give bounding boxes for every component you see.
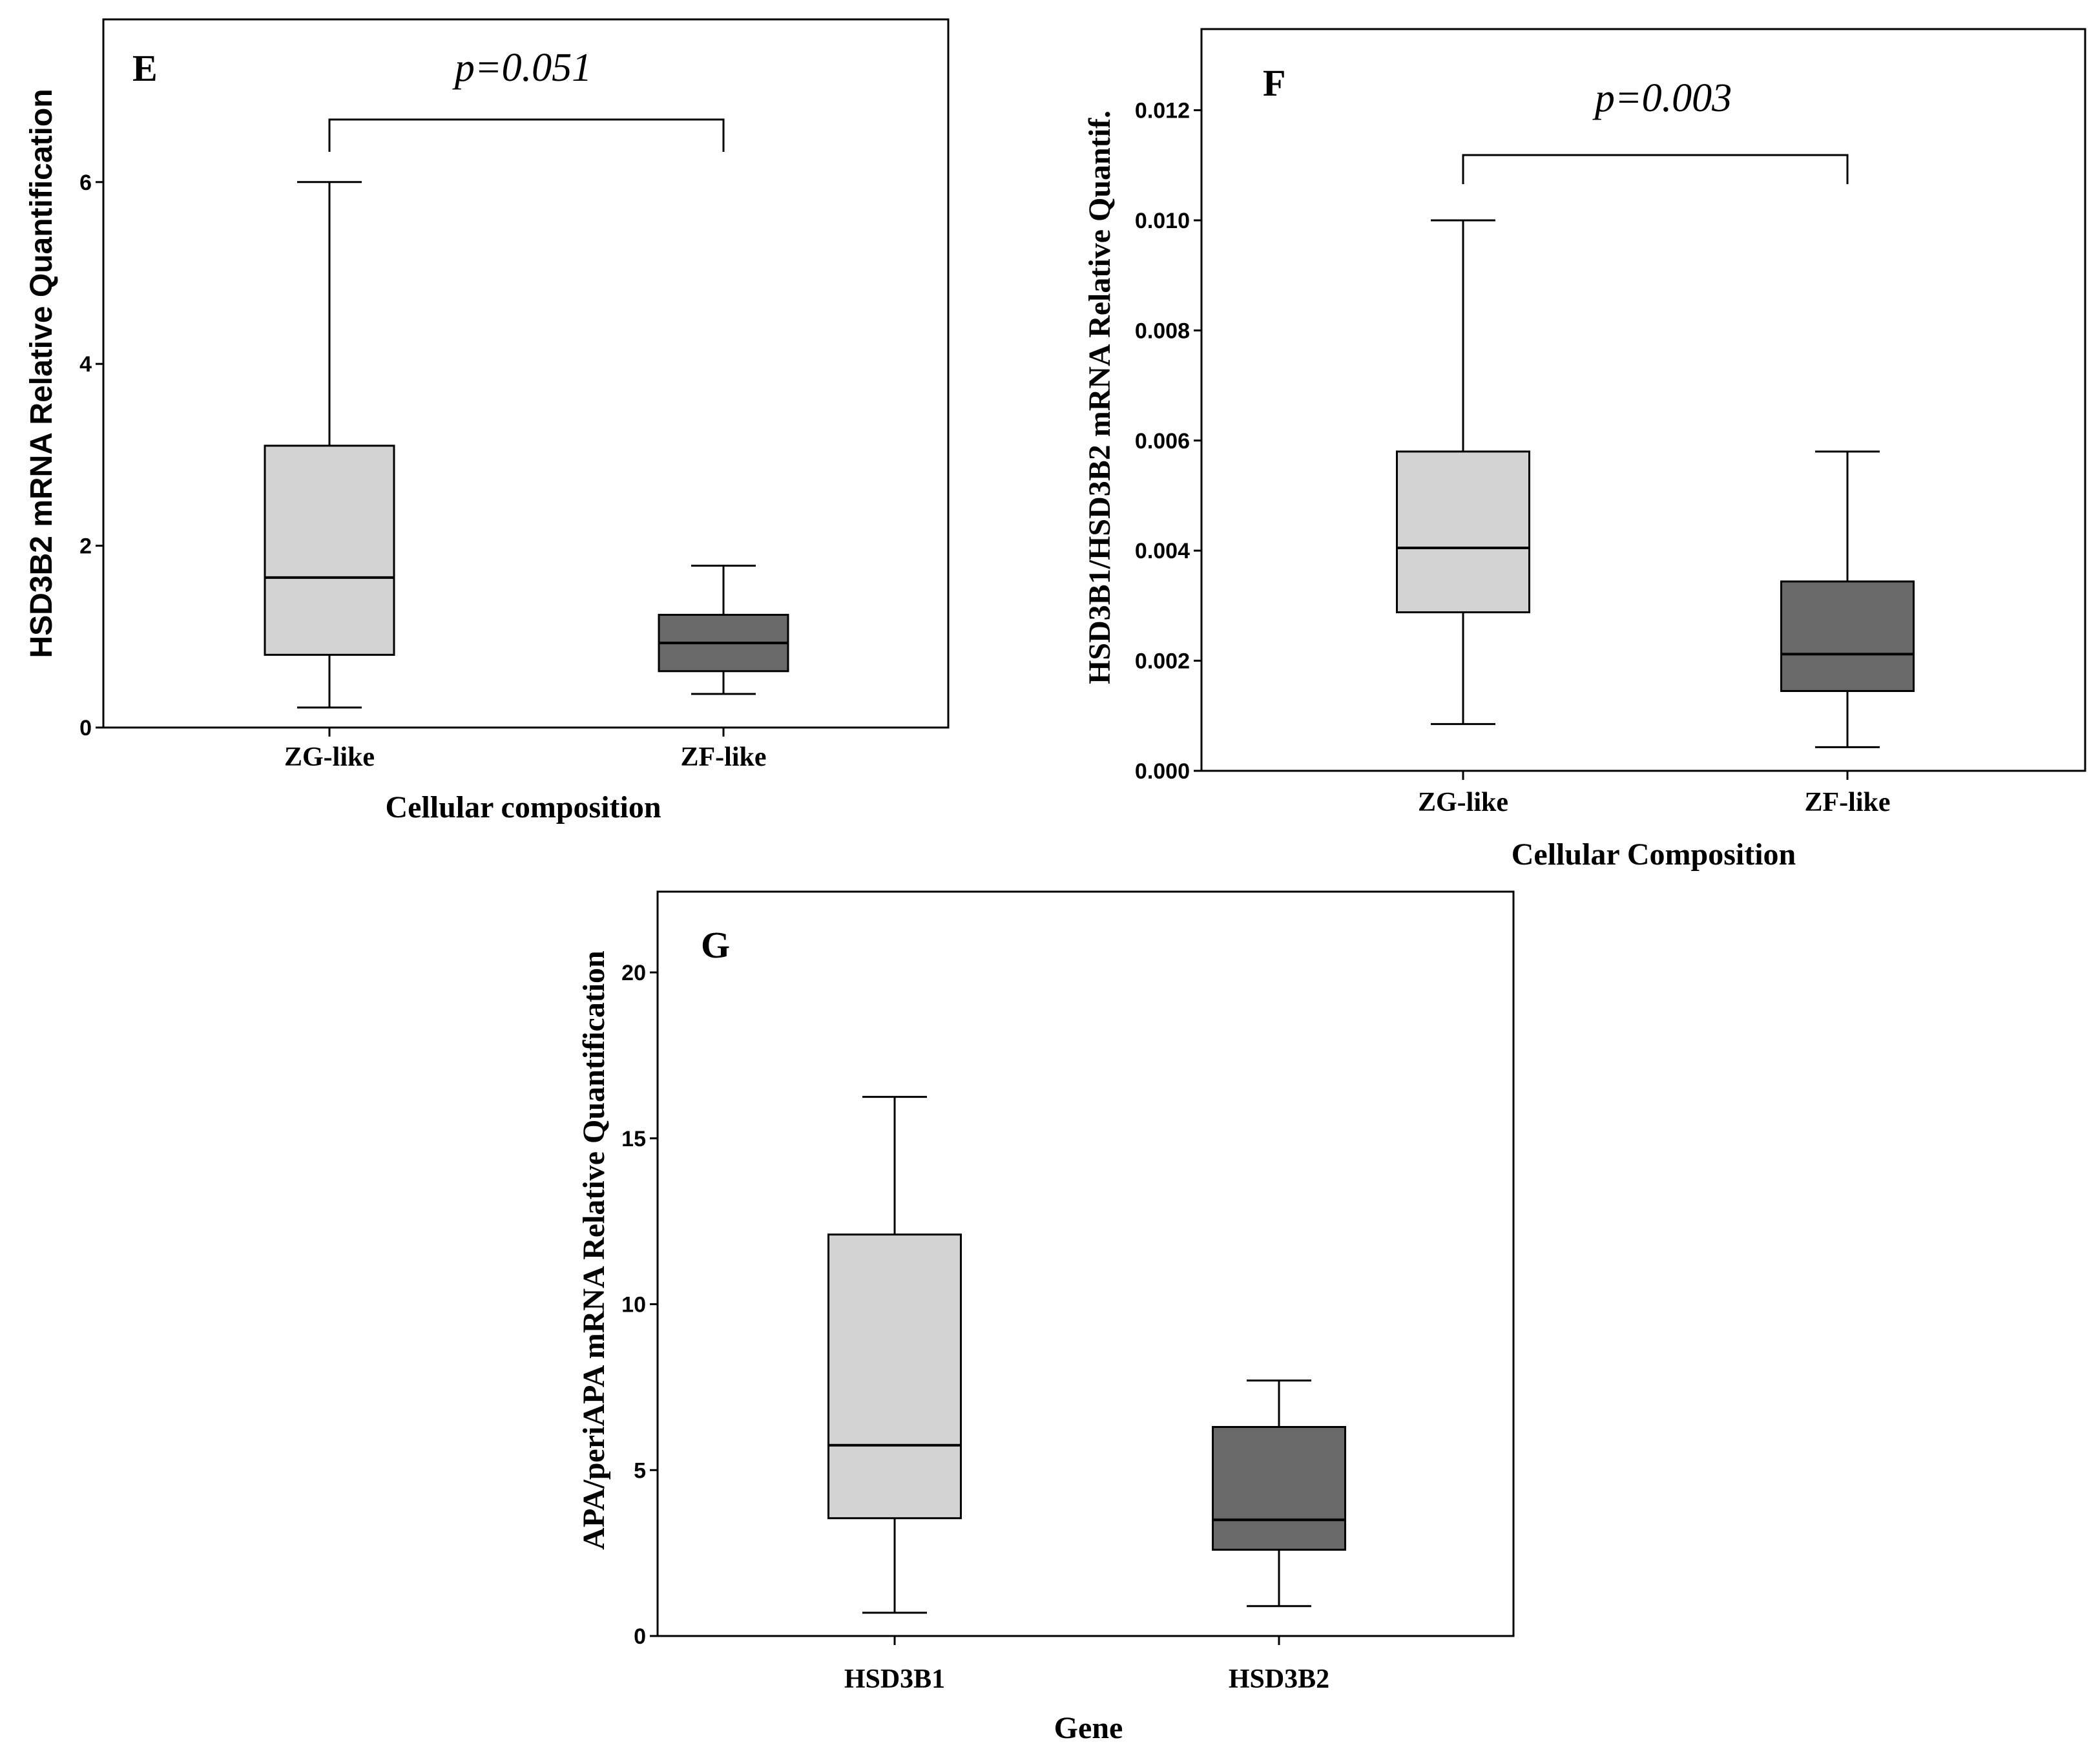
significance-annotation: p=0.051 — [328, 46, 725, 152]
x-tick-label: HSD3B1 — [844, 1664, 945, 1694]
iqr-box — [264, 445, 395, 656]
boxes — [264, 181, 789, 709]
plot-frame — [656, 890, 1515, 1637]
p-value-label: p=0.003 — [1592, 76, 1732, 120]
panel-letter: G — [701, 924, 730, 966]
y-tick-label: 0.008 — [1135, 319, 1190, 343]
y-axis: 0 5 10 15 20 — [621, 961, 658, 1649]
box-zf-like — [1780, 450, 1915, 748]
x-tick-label: ZG-like — [284, 742, 375, 772]
box-zf-like — [658, 565, 789, 695]
panel-letter: F — [1263, 62, 1285, 104]
iqr-box — [1212, 1425, 1346, 1551]
x-axis-title: Cellular Composition — [1512, 837, 1796, 872]
y-tick-label: 15 — [621, 1127, 646, 1151]
y-axis-title: HSD3B2 mRNA Relative Quantification — [25, 89, 59, 658]
y-tick-label: 0.004 — [1135, 539, 1190, 563]
y-tick-label: 0.006 — [1135, 429, 1190, 454]
boxes — [827, 1096, 1346, 1614]
y-tick-label: 5 — [634, 1458, 646, 1483]
p-value-label: p=0.051 — [452, 46, 592, 90]
iqr-box — [1780, 580, 1915, 692]
y-axis-title: HSD3B1/HSD3B2 mRNA Relative Quantif. — [1083, 110, 1117, 684]
x-axis: ZG-like ZF-like — [1418, 771, 1891, 817]
y-axis: 0 2 4 6 — [79, 171, 103, 740]
x-axis-title: Gene — [1054, 1711, 1123, 1745]
iqr-box — [827, 1233, 962, 1520]
x-tick-label: HSD3B2 — [1229, 1664, 1329, 1694]
iqr-box — [1396, 450, 1530, 614]
x-axis: ZG-like ZF-like — [284, 728, 767, 772]
boxes — [1396, 219, 1915, 748]
significance-bracket — [328, 118, 725, 152]
y-axis: 0.000 0.002 0.004 0.006 0.008 0.010 0.012 — [1135, 99, 1201, 784]
significance-bracket — [1462, 154, 1849, 184]
plot-frame — [1200, 28, 2086, 772]
y-tick-label: 4 — [79, 352, 92, 377]
y-tick-label: 0 — [634, 1624, 646, 1649]
y-tick-label: 6 — [79, 171, 92, 195]
panel-f-chart: F HSD3B1/HSD3B2 mRNA Relative Quantif. C… — [1083, 28, 2086, 872]
box-hsd3b1 — [827, 1096, 962, 1614]
plot-frame — [102, 18, 950, 729]
y-tick-label: 20 — [621, 961, 646, 985]
box-zg-like — [264, 181, 395, 709]
panel-e-chart: E HSD3B2 mRNA Relative Quantification Ce… — [25, 18, 950, 824]
x-tick-label: ZG-like — [1418, 788, 1508, 817]
y-tick-label: 2 — [79, 534, 92, 559]
y-tick-label: 10 — [621, 1293, 646, 1317]
panel-g-chart: G APA/periAPA mRNA Relative Quantificati… — [577, 890, 1515, 1745]
y-tick-label: 0.012 — [1135, 99, 1190, 123]
panel-letter: E — [132, 47, 158, 89]
y-tick-label: 0 — [79, 716, 92, 740]
y-axis-title: APA/periAPA mRNA Relative Quantification — [577, 950, 611, 1549]
box-zg-like — [1396, 219, 1530, 726]
x-tick-label: ZF-like — [681, 742, 767, 772]
y-tick-label: 0.010 — [1135, 209, 1190, 233]
significance-annotation: p=0.003 — [1462, 76, 1849, 184]
x-axis-title: Cellular composition — [385, 790, 661, 824]
x-tick-label: ZF-like — [1805, 788, 1891, 817]
y-tick-label: 0.002 — [1135, 649, 1190, 674]
box-hsd3b2 — [1212, 1379, 1346, 1608]
y-tick-label: 0.000 — [1135, 759, 1190, 784]
x-axis: HSD3B1 HSD3B2 — [844, 1636, 1329, 1694]
